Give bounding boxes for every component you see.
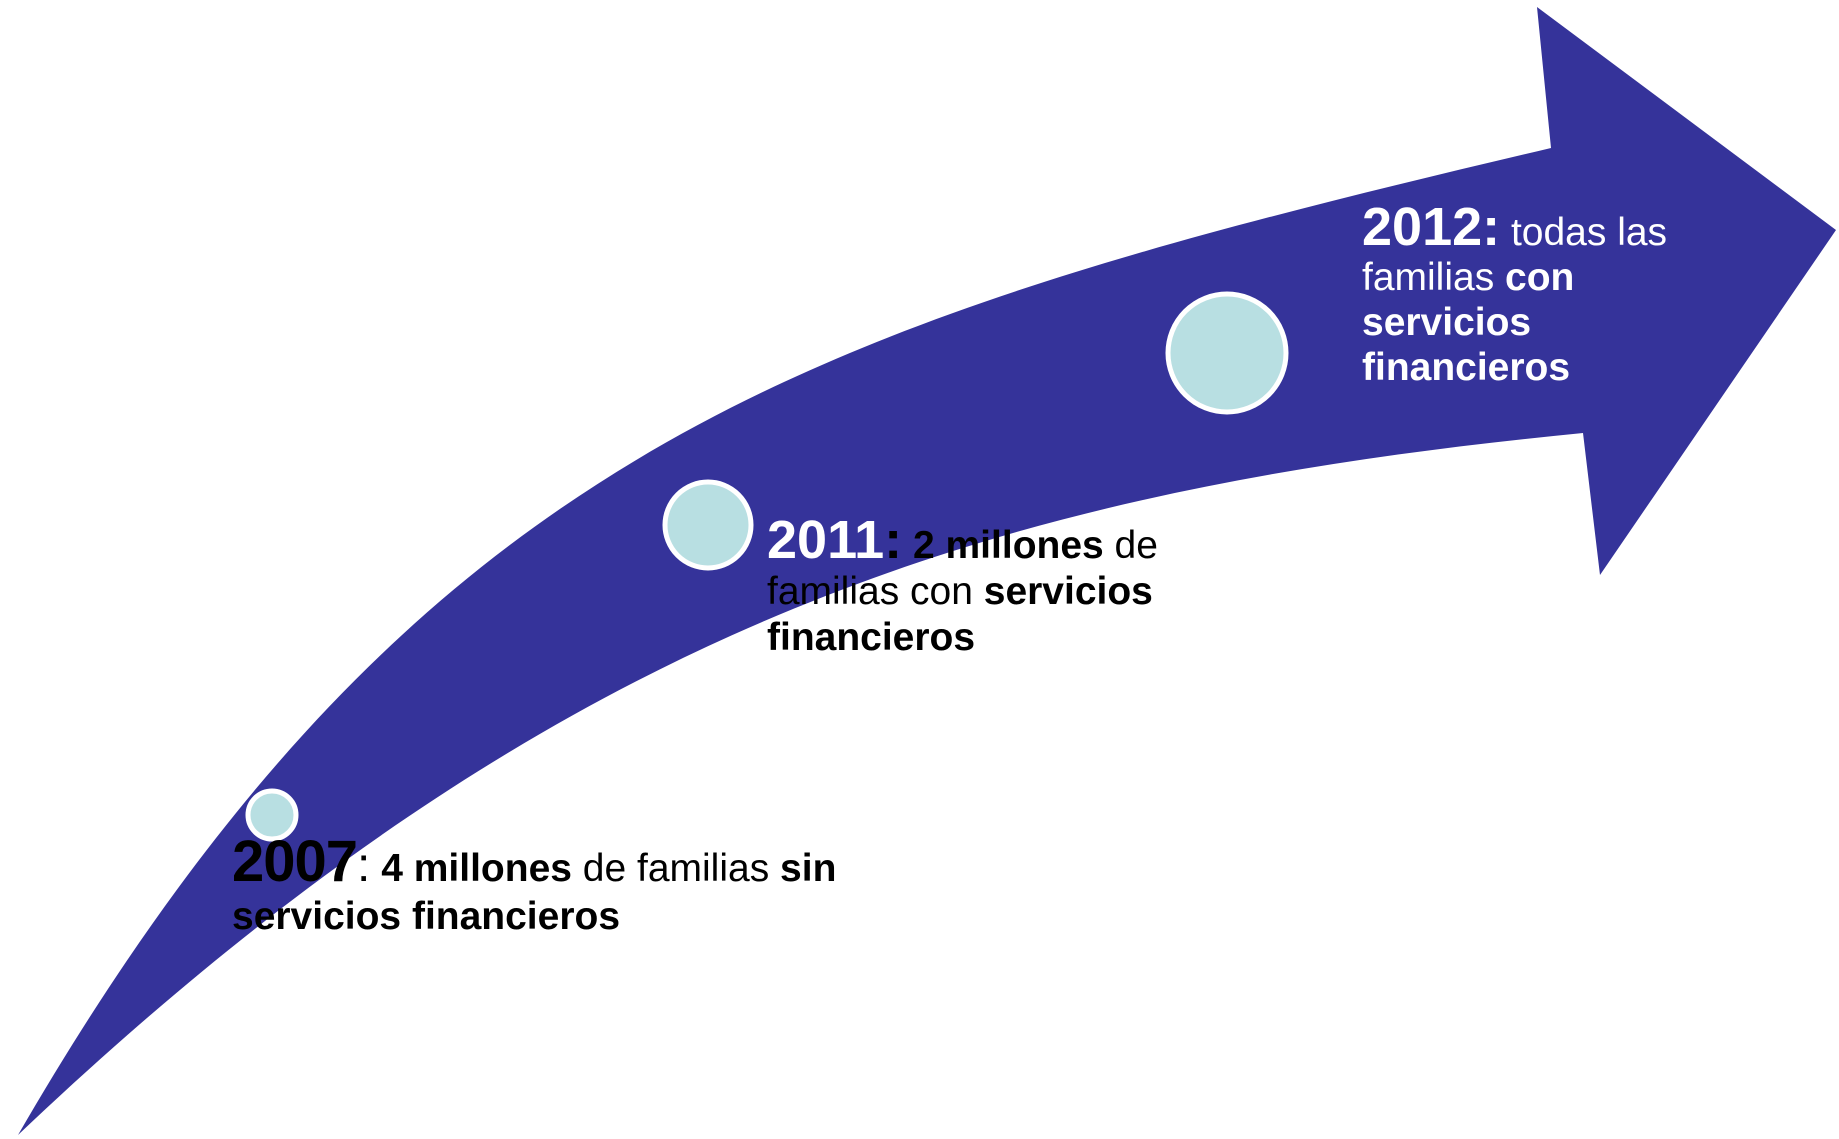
milestone-2007-dot [245,788,299,842]
curved-arrow [18,7,1836,1135]
milestone-highlight: 2 millones [912,524,1104,567]
milestone-text [902,524,913,567]
milestone-highlight: con servicios financieros [1362,256,1575,389]
milestone-text: de familias con [767,524,1158,613]
milestone-highlight: 4 millones [381,847,572,890]
milestone-2012-text: 2012: todas las familias con servicios f… [1362,200,1742,390]
milestone-text: de familias [571,847,781,890]
milestone-separator: : [884,510,903,570]
milestone-2011-dot [662,479,754,571]
milestone-year: 2012: [1362,197,1501,257]
milestone-2007-text: 2007: 4 millones de familias sin servici… [232,833,952,941]
milestone-2012-dot [1165,291,1289,415]
milestone-2011-text: 2011: 2 millones de familias con servici… [767,513,1247,661]
milestone-highlight: servicios financieros [767,570,1153,659]
milestone-year: 2007 [232,829,358,894]
milestone-highlight: sin servicios financieros [232,847,837,938]
milestone-separator: : [357,839,371,892]
milestone-text: todas las familias [1362,211,1668,299]
milestone-text [370,847,381,890]
milestone-year: 2011 [767,510,885,570]
